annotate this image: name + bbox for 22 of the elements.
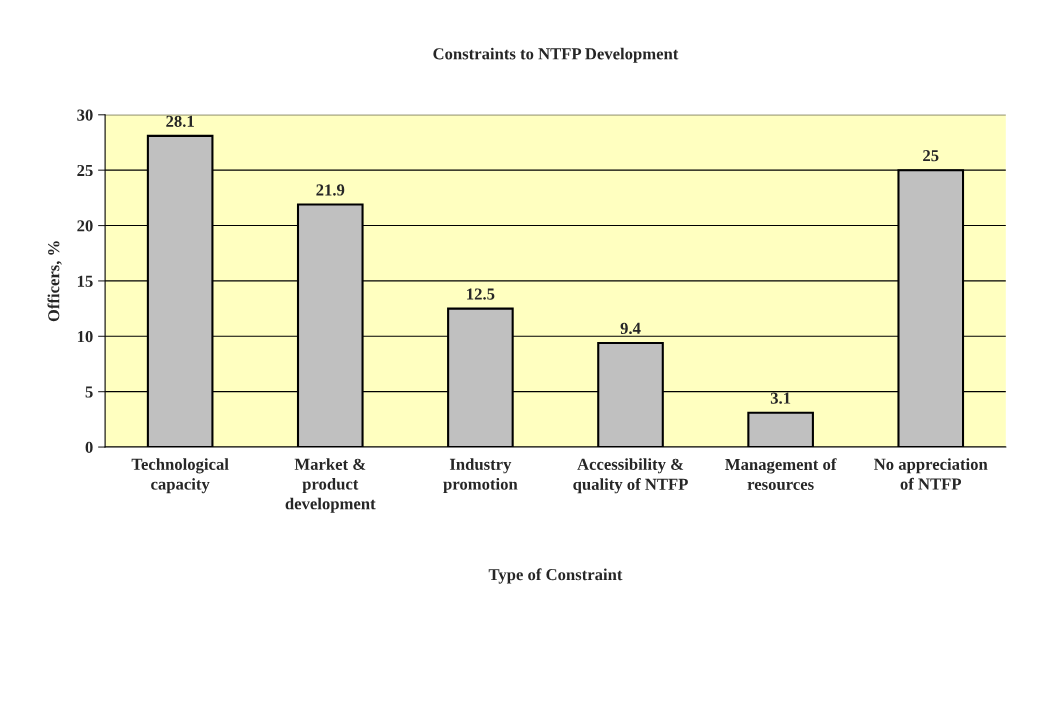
y-tick-label: 10	[77, 331, 93, 343]
data-label: 28.1	[166, 115, 194, 127]
x-tick-label: Technological capacity	[131, 458, 229, 494]
x-axis-title: Type of Constraint	[488, 568, 623, 584]
x-tick-label: Accessibility & quality of NTFP	[573, 458, 688, 494]
y-tick-label: 0	[85, 441, 93, 453]
data-label: 9.4	[620, 322, 641, 335]
chart-title: Constraints to NTFP Development	[433, 47, 679, 63]
y-tick-label: 25	[77, 164, 93, 177]
x-tick-label: Management of resources	[725, 458, 837, 490]
y-tick-label: 5	[85, 386, 93, 398]
x-tick-label: Market & product development	[285, 458, 376, 513]
x-tick-label: No appreciation of NTFP	[874, 458, 988, 490]
y-tick-label: 20	[77, 220, 93, 232]
y-tick-label: 30	[77, 109, 93, 121]
data-label: 3.1	[770, 392, 791, 404]
x-tick-label: Industry promotion	[443, 458, 518, 494]
y-axis-title: Officers, %	[47, 241, 62, 322]
data-label: 25	[923, 150, 939, 162]
data-label: 21.9	[316, 184, 345, 196]
data-label: 12.5	[467, 288, 495, 300]
y-tick-label: 15	[77, 275, 93, 287]
